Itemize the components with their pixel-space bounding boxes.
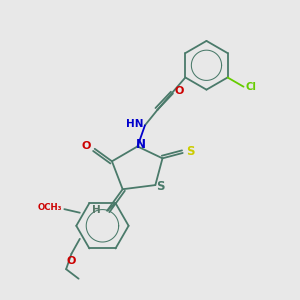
- Text: O: O: [82, 141, 91, 152]
- Text: OCH₃: OCH₃: [38, 203, 63, 212]
- Text: N: N: [136, 138, 146, 151]
- Text: H: H: [92, 205, 101, 215]
- Text: HN: HN: [126, 119, 143, 129]
- Text: O: O: [174, 86, 184, 96]
- Text: Cl: Cl: [245, 82, 256, 92]
- Text: O: O: [67, 256, 76, 266]
- Text: S: S: [156, 180, 165, 193]
- Text: S: S: [186, 145, 194, 158]
